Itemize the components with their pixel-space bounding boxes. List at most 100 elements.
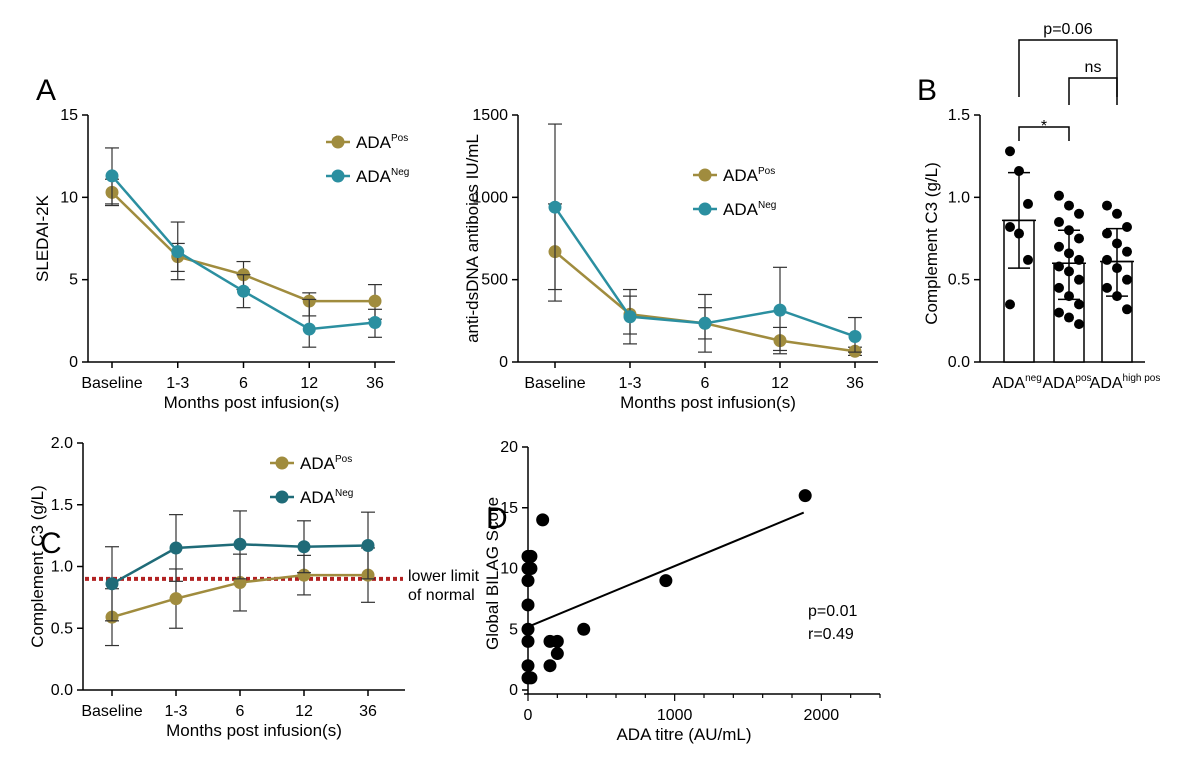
x-axis-label: Months post infusion(s) bbox=[166, 721, 342, 740]
data-point bbox=[536, 513, 550, 527]
legend-label: ADANeg bbox=[356, 167, 409, 186]
x-tick-label: 1-3 bbox=[166, 375, 189, 392]
panel-label: C bbox=[40, 527, 62, 560]
data-point bbox=[524, 549, 538, 563]
data-point bbox=[169, 541, 183, 555]
significance-bracket bbox=[1068, 77, 1118, 105]
legend-label-sup: Neg bbox=[335, 488, 353, 499]
data-point bbox=[237, 284, 250, 298]
series-neg bbox=[548, 123, 862, 353]
data-point bbox=[297, 568, 311, 582]
significance-bracket bbox=[1018, 39, 1118, 97]
legend-label-base: ADA bbox=[723, 166, 759, 185]
data-point bbox=[297, 540, 311, 554]
x-tick-label: 36 bbox=[846, 375, 864, 392]
data-point bbox=[1054, 307, 1064, 318]
data-point bbox=[848, 329, 862, 343]
legend-label: ADAPos bbox=[723, 166, 775, 185]
data-point bbox=[1122, 246, 1132, 257]
data-point bbox=[1102, 228, 1112, 239]
data-point bbox=[543, 659, 557, 673]
legend-label-base: ADA bbox=[356, 133, 392, 152]
x-tick-label-sup: high pos bbox=[1123, 373, 1161, 384]
data-point bbox=[550, 647, 564, 661]
x-tick-label: 6 bbox=[239, 375, 248, 392]
data-point bbox=[1102, 200, 1112, 211]
data-point bbox=[1074, 299, 1084, 310]
data-point bbox=[1005, 221, 1015, 232]
chart-D: 0 5 10 15 20 0 1000 2000 ADA titre (AU/mL) Global… bbox=[483, 439, 881, 744]
y-tick-label: 0 bbox=[499, 354, 508, 371]
stat-label: p=0.01 bbox=[808, 603, 857, 620]
chart-A1: 0 5 10 15 Baseline 1-3 6 12 36 Months post infusi… bbox=[33, 74, 409, 412]
data-point bbox=[1074, 319, 1084, 330]
legend-label-base: ADA bbox=[300, 454, 336, 473]
y-tick-label: 1.5 bbox=[948, 107, 970, 124]
legend-label-sup: Neg bbox=[758, 200, 776, 211]
y-tick-label: 10 bbox=[500, 561, 518, 578]
x-tick-label: 1-3 bbox=[164, 703, 187, 720]
significance-label: * bbox=[1041, 118, 1047, 135]
chart-C: 0.0 0.5 1.0 1.5 2.0 Baseline 1-3 6 12 36 Months po… bbox=[28, 435, 480, 740]
legend-label-base: ADA bbox=[356, 167, 392, 186]
legend-label: ADANeg bbox=[300, 488, 353, 507]
y-tick-label: 1.5 bbox=[51, 497, 73, 514]
y-tick-label: 0.5 bbox=[948, 272, 970, 289]
legend-label-base: ADA bbox=[723, 200, 759, 219]
data-point bbox=[1102, 254, 1112, 265]
data-point bbox=[1023, 198, 1033, 209]
legend-marker bbox=[698, 202, 712, 216]
y-tick-label: 10 bbox=[60, 189, 78, 206]
y-tick-label: 2.0 bbox=[51, 435, 73, 452]
data-point bbox=[521, 634, 535, 648]
y-axis-label: Complement C3 (g/L) bbox=[28, 485, 47, 648]
data-point bbox=[1074, 274, 1084, 285]
x-tick-label-base: ADA bbox=[1042, 375, 1075, 392]
y-tick-label: 5 bbox=[69, 272, 78, 289]
panel-label: B bbox=[917, 74, 937, 107]
data-point bbox=[233, 537, 247, 551]
y-axis-label: Complement C3 (g/L) bbox=[922, 162, 941, 325]
series-neg_dark bbox=[105, 510, 375, 622]
data-point bbox=[524, 562, 538, 575]
x-tick-label: 1-3 bbox=[618, 375, 641, 392]
x-tick-label: 0 bbox=[524, 707, 533, 724]
data-point bbox=[1074, 208, 1084, 219]
legend-label-sup: Neg bbox=[391, 167, 409, 178]
y-tick-label: 500 bbox=[481, 272, 508, 289]
data-point bbox=[577, 622, 591, 636]
x-tick-label: 2000 bbox=[804, 707, 840, 724]
regression-line bbox=[527, 511, 805, 628]
x-tick-label-sup: neg bbox=[1025, 373, 1042, 384]
x-tick-label: 12 bbox=[771, 375, 789, 392]
y-tick-label: 1.0 bbox=[51, 559, 73, 576]
data-point bbox=[1064, 200, 1074, 211]
data-point bbox=[698, 316, 712, 330]
data-point bbox=[550, 634, 564, 648]
x-tick-label: Baseline bbox=[81, 703, 142, 720]
legend-marker bbox=[331, 169, 345, 183]
data-point bbox=[524, 671, 538, 685]
y-tick-label: 0 bbox=[69, 354, 78, 371]
y-tick-label: 0.0 bbox=[51, 682, 73, 699]
y-axis-label: Global BILAG Score bbox=[483, 497, 502, 650]
significance-bracket bbox=[1018, 126, 1070, 141]
data-point bbox=[1054, 282, 1064, 293]
x-tick-label: 6 bbox=[236, 703, 245, 720]
significance-label: p=0.06 bbox=[1043, 21, 1092, 38]
x-tick-label: Baseline bbox=[524, 375, 585, 392]
significance-label: ns bbox=[1085, 59, 1102, 76]
data-point bbox=[1112, 208, 1122, 219]
y-tick-label: 15 bbox=[60, 107, 78, 124]
data-point bbox=[773, 303, 787, 317]
y-tick-label: 1500 bbox=[472, 107, 508, 124]
data-point bbox=[521, 622, 535, 636]
x-axis-label: ADA titre (AU/mL) bbox=[616, 725, 751, 744]
x-tick-label: 6 bbox=[701, 375, 710, 392]
x-tick-label-sup: pos bbox=[1075, 373, 1091, 384]
legend-label-sup: Pos bbox=[758, 166, 775, 177]
x-tick-label: ADAhigh pos bbox=[1090, 373, 1161, 392]
data-point bbox=[623, 310, 637, 324]
legend-label-sup: Pos bbox=[391, 133, 408, 144]
